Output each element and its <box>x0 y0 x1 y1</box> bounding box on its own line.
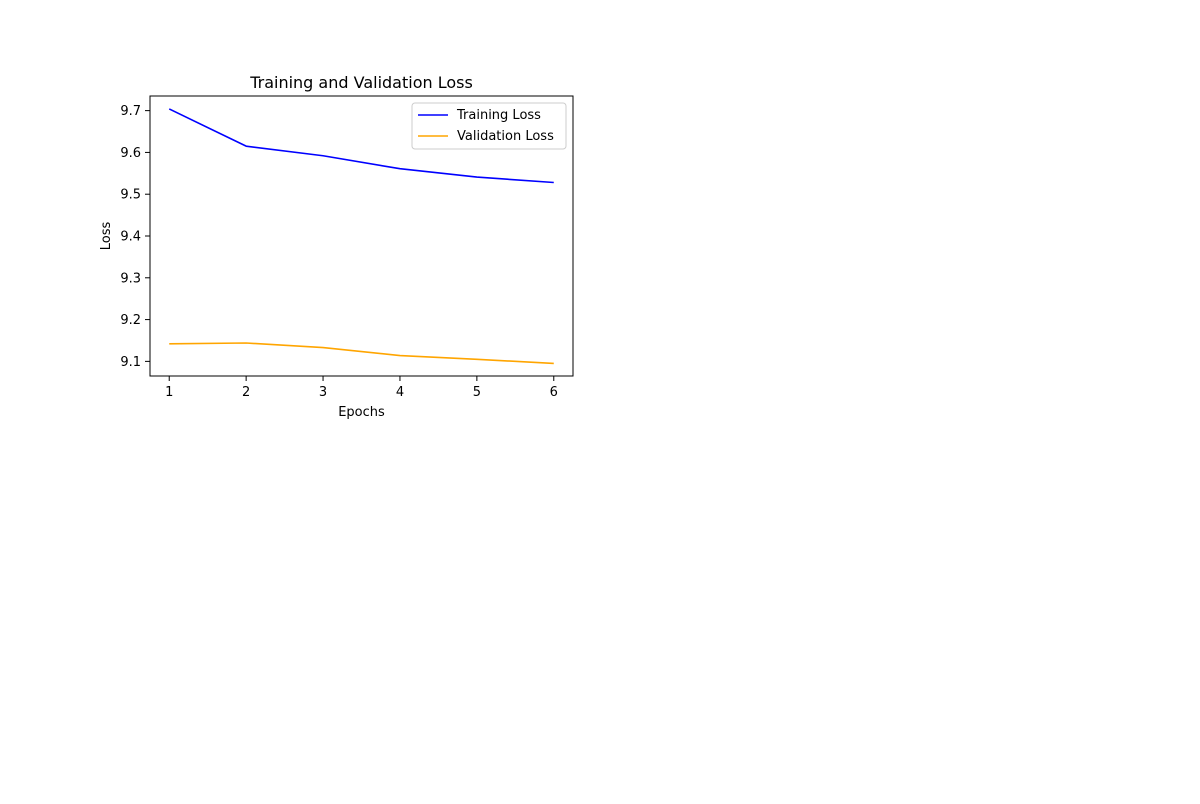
y-tick-label: 9.4 <box>120 230 141 245</box>
plot-lines <box>168 108 554 365</box>
legend: Training Loss Validation Loss <box>411 102 567 150</box>
series-line-training-loss <box>168 108 554 184</box>
x-tick-label: 6 <box>550 385 558 400</box>
legend-box <box>411 102 567 150</box>
y-tick-label: 9.3 <box>120 271 141 286</box>
y-tick-label: 9.5 <box>120 188 141 203</box>
series-line-validation-loss <box>169 342 554 365</box>
x-tick-label: 1 <box>165 385 173 400</box>
y-axis-ticks: 9.1 9.2 9.3 9.4 9.5 9.6 9.7 <box>120 104 150 370</box>
x-axis-ticks: 1 2 3 4 5 6 <box>165 376 558 400</box>
x-tick-label: 2 <box>242 385 250 400</box>
x-tick-label: 5 <box>473 385 481 400</box>
legend-label-validation-loss: Validation Loss <box>457 129 554 144</box>
y-tick-label: 9.1 <box>120 355 141 370</box>
y-tick-label: 9.7 <box>120 104 141 119</box>
x-tick-label: 3 <box>319 385 327 400</box>
x-tick-label: 4 <box>396 385 404 400</box>
y-tick-label: 9.2 <box>120 313 141 328</box>
chart-title: Training and Validation Loss <box>249 73 473 92</box>
y-axis-label: Loss <box>99 222 114 251</box>
x-axis-label: Epochs <box>338 405 385 420</box>
legend-label-training-loss: Training Loss <box>456 108 541 123</box>
y-tick-label: 9.6 <box>120 146 141 161</box>
